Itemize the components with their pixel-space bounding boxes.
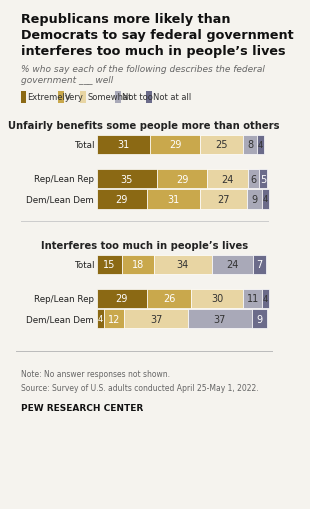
Text: 34: 34	[177, 260, 189, 270]
FancyBboxPatch shape	[146, 92, 152, 103]
FancyBboxPatch shape	[257, 135, 264, 155]
FancyBboxPatch shape	[153, 255, 212, 274]
Text: 6: 6	[250, 174, 256, 184]
Text: Source: Survey of U.S. adults conducted April 25-May 1, 2022.: Source: Survey of U.S. adults conducted …	[21, 383, 259, 392]
Text: 7: 7	[256, 260, 263, 270]
Text: 37: 37	[214, 314, 226, 324]
Text: Dem/Lean Dem: Dem/Lean Dem	[26, 195, 94, 204]
Text: Republicans more likely than
Democrats to say federal government
interferes too : Republicans more likely than Democrats t…	[21, 13, 293, 58]
Text: 15: 15	[103, 260, 116, 270]
Text: Interferes too much in people’s lives: Interferes too much in people’s lives	[41, 241, 248, 251]
FancyBboxPatch shape	[246, 190, 262, 209]
FancyBboxPatch shape	[97, 169, 157, 189]
FancyBboxPatch shape	[122, 255, 153, 274]
Text: 5: 5	[260, 174, 266, 184]
Text: 18: 18	[132, 260, 144, 270]
FancyBboxPatch shape	[147, 190, 200, 209]
FancyBboxPatch shape	[147, 289, 191, 308]
FancyBboxPatch shape	[124, 309, 188, 329]
FancyBboxPatch shape	[97, 309, 104, 329]
FancyBboxPatch shape	[243, 135, 257, 155]
Text: PEW RESEARCH CENTER: PEW RESEARCH CENTER	[21, 403, 143, 412]
FancyBboxPatch shape	[262, 190, 269, 209]
FancyBboxPatch shape	[207, 169, 248, 189]
Text: 37: 37	[150, 314, 162, 324]
Text: 4: 4	[97, 315, 103, 324]
FancyBboxPatch shape	[150, 135, 200, 155]
Text: 35: 35	[121, 174, 133, 184]
Text: 26: 26	[163, 294, 175, 304]
FancyBboxPatch shape	[243, 289, 262, 308]
FancyBboxPatch shape	[97, 190, 147, 209]
Text: Total: Total	[73, 260, 94, 269]
Text: 24: 24	[227, 260, 239, 270]
Text: Not at all: Not at all	[153, 93, 191, 102]
Text: Total: Total	[73, 140, 94, 150]
FancyBboxPatch shape	[200, 135, 243, 155]
Text: Dem/Lean Dem: Dem/Lean Dem	[26, 315, 94, 324]
Text: 31: 31	[117, 140, 130, 150]
FancyBboxPatch shape	[21, 92, 26, 103]
Text: Note: No answer responses not shown.: Note: No answer responses not shown.	[21, 369, 170, 378]
Text: 8: 8	[247, 140, 253, 150]
Text: 29: 29	[169, 140, 181, 150]
Text: 30: 30	[211, 294, 224, 304]
Text: Rep/Lean Rep: Rep/Lean Rep	[34, 175, 94, 184]
Text: 9: 9	[256, 314, 263, 324]
Text: 11: 11	[246, 294, 259, 304]
FancyBboxPatch shape	[262, 289, 269, 308]
FancyBboxPatch shape	[254, 255, 266, 274]
FancyBboxPatch shape	[188, 309, 252, 329]
Text: 29: 29	[115, 194, 128, 205]
Text: Very: Very	[65, 93, 84, 102]
Text: Extremely: Extremely	[28, 93, 70, 102]
Text: 25: 25	[215, 140, 228, 150]
Text: 24: 24	[221, 174, 234, 184]
Text: 27: 27	[217, 194, 229, 205]
FancyBboxPatch shape	[252, 309, 267, 329]
Text: Unfairly benefits some people more than others: Unfairly benefits some people more than …	[8, 121, 280, 131]
FancyBboxPatch shape	[58, 92, 64, 103]
FancyBboxPatch shape	[212, 255, 254, 274]
Text: 4: 4	[263, 294, 268, 303]
Text: 29: 29	[115, 294, 128, 304]
FancyBboxPatch shape	[259, 169, 267, 189]
Text: Not too: Not too	[122, 93, 153, 102]
FancyBboxPatch shape	[115, 92, 121, 103]
FancyBboxPatch shape	[104, 309, 124, 329]
Text: Rep/Lean Rep: Rep/Lean Rep	[34, 294, 94, 303]
FancyBboxPatch shape	[80, 92, 86, 103]
Text: 4: 4	[258, 140, 263, 150]
FancyBboxPatch shape	[248, 169, 259, 189]
Text: 31: 31	[167, 194, 179, 205]
FancyBboxPatch shape	[97, 255, 122, 274]
Text: % who say each of the following describes the federal
government ___ well: % who say each of the following describe…	[21, 65, 265, 85]
Text: 9: 9	[251, 194, 257, 205]
Text: 12: 12	[108, 314, 120, 324]
Text: Somewhat: Somewhat	[87, 93, 131, 102]
Text: 29: 29	[176, 174, 188, 184]
FancyBboxPatch shape	[97, 135, 150, 155]
FancyBboxPatch shape	[97, 289, 147, 308]
FancyBboxPatch shape	[200, 190, 246, 209]
FancyBboxPatch shape	[157, 169, 207, 189]
Text: 4: 4	[263, 195, 268, 204]
FancyBboxPatch shape	[191, 289, 243, 308]
